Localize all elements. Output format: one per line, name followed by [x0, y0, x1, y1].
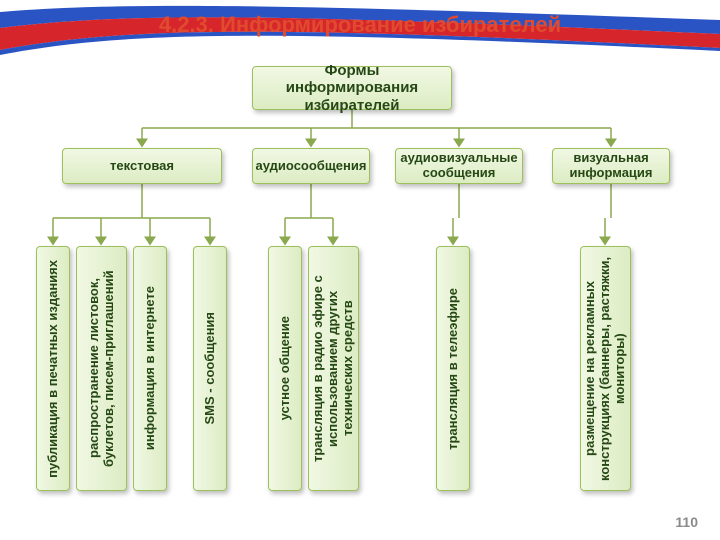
leaf-label: информация в интернете	[141, 278, 160, 458]
mid-label: текстовая	[110, 159, 174, 174]
header-band: 4.2.3. Информирование избирателей	[0, 0, 720, 58]
mid-node: аудиовизуальные сообщения	[395, 148, 523, 184]
leaf-label: публикация в печатных изданиях	[44, 252, 63, 486]
leaf-node: публикация в печатных изданиях	[36, 246, 70, 491]
mid-label: аудиовизуальные сообщения	[400, 151, 517, 181]
leaf-node: распространение листовок, буклетов, писе…	[76, 246, 127, 491]
leaf-node: трансляция в телеэфире	[436, 246, 470, 491]
mid-node: текстовая	[62, 148, 222, 184]
leaf-node: размещение на рекламных конструкциях (ба…	[580, 246, 631, 491]
leaf-node: информация в интернете	[133, 246, 167, 491]
leaf-label: SMS - сообщения	[201, 304, 220, 433]
mid-node: аудиосообщения	[252, 148, 370, 184]
leaf-node: устное общение	[268, 246, 302, 491]
leaf-label: распространение листовок, буклетов, писе…	[85, 247, 119, 490]
root-node: Формы информирования избирателей	[252, 66, 452, 110]
mid-node: визуальная информация	[552, 148, 670, 184]
root-label: Формы информирования избирателей	[261, 62, 443, 114]
diagram-canvas: Формы информирования избирателей текстов…	[0, 58, 720, 518]
mid-label: визуальная информация	[561, 151, 661, 181]
leaf-label: трансляция в телеэфире	[444, 280, 463, 458]
slide-title: 4.2.3. Информирование избирателей	[0, 12, 720, 38]
leaf-node: SMS - сообщения	[193, 246, 227, 491]
leaf-label: устное общение	[276, 308, 295, 428]
mid-label: аудиосообщения	[256, 159, 367, 174]
leaf-label: размещение на рекламных конструкциях (ба…	[581, 247, 630, 490]
leaf-label: трансляция в радио эфире с использование…	[309, 247, 358, 490]
leaf-node: трансляция в радио эфире с использование…	[308, 246, 359, 491]
page-number: 110	[675, 514, 698, 530]
